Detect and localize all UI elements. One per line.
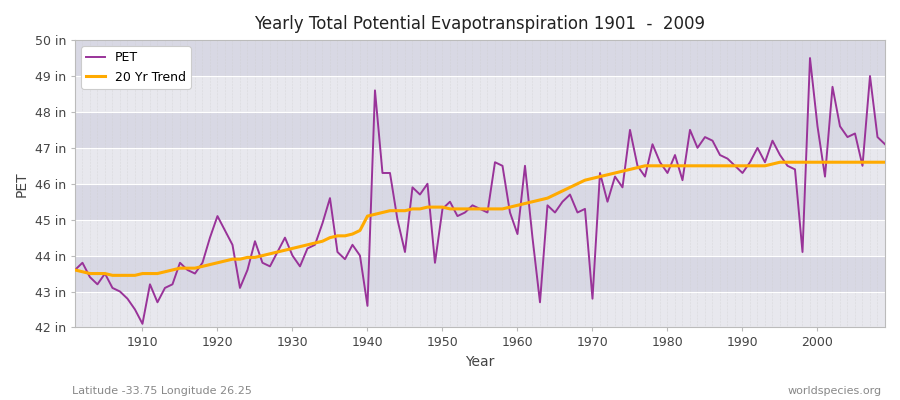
Title: Yearly Total Potential Evapotranspiration 1901  -  2009: Yearly Total Potential Evapotranspiratio…	[255, 15, 706, 33]
Bar	[75, 112, 885, 148]
20 Yr Trend	[879, 160, 890, 165]
PET	[609, 174, 620, 179]
20 Yr Trend	[512, 203, 523, 208]
Line: PET: PET	[75, 58, 885, 324]
PET	[879, 142, 890, 147]
20 Yr Trend	[137, 271, 148, 276]
Y-axis label: PET: PET	[15, 171, 29, 196]
20 Yr Trend	[69, 268, 80, 272]
20 Yr Trend	[302, 242, 313, 247]
Text: worldspecies.org: worldspecies.org	[788, 386, 882, 396]
Bar	[75, 292, 885, 328]
Bar	[75, 76, 885, 112]
PET	[69, 268, 80, 272]
Bar	[75, 220, 885, 256]
X-axis label: Year: Year	[465, 355, 495, 369]
20 Yr Trend	[609, 170, 620, 175]
PET	[512, 232, 523, 236]
PET	[130, 307, 140, 312]
Bar	[75, 184, 885, 220]
Bar	[75, 256, 885, 292]
PET	[805, 56, 815, 60]
Line: 20 Yr Trend: 20 Yr Trend	[75, 162, 885, 275]
20 Yr Trend	[519, 201, 530, 206]
PET	[137, 322, 148, 326]
Text: Latitude -33.75 Longitude 26.25: Latitude -33.75 Longitude 26.25	[72, 386, 252, 396]
20 Yr Trend	[775, 160, 786, 165]
Legend: PET, 20 Yr Trend: PET, 20 Yr Trend	[81, 46, 191, 89]
Bar	[75, 40, 885, 76]
20 Yr Trend	[107, 273, 118, 278]
PET	[519, 164, 530, 168]
Bar	[75, 148, 885, 184]
PET	[347, 242, 358, 247]
PET	[302, 246, 313, 251]
20 Yr Trend	[347, 232, 358, 236]
